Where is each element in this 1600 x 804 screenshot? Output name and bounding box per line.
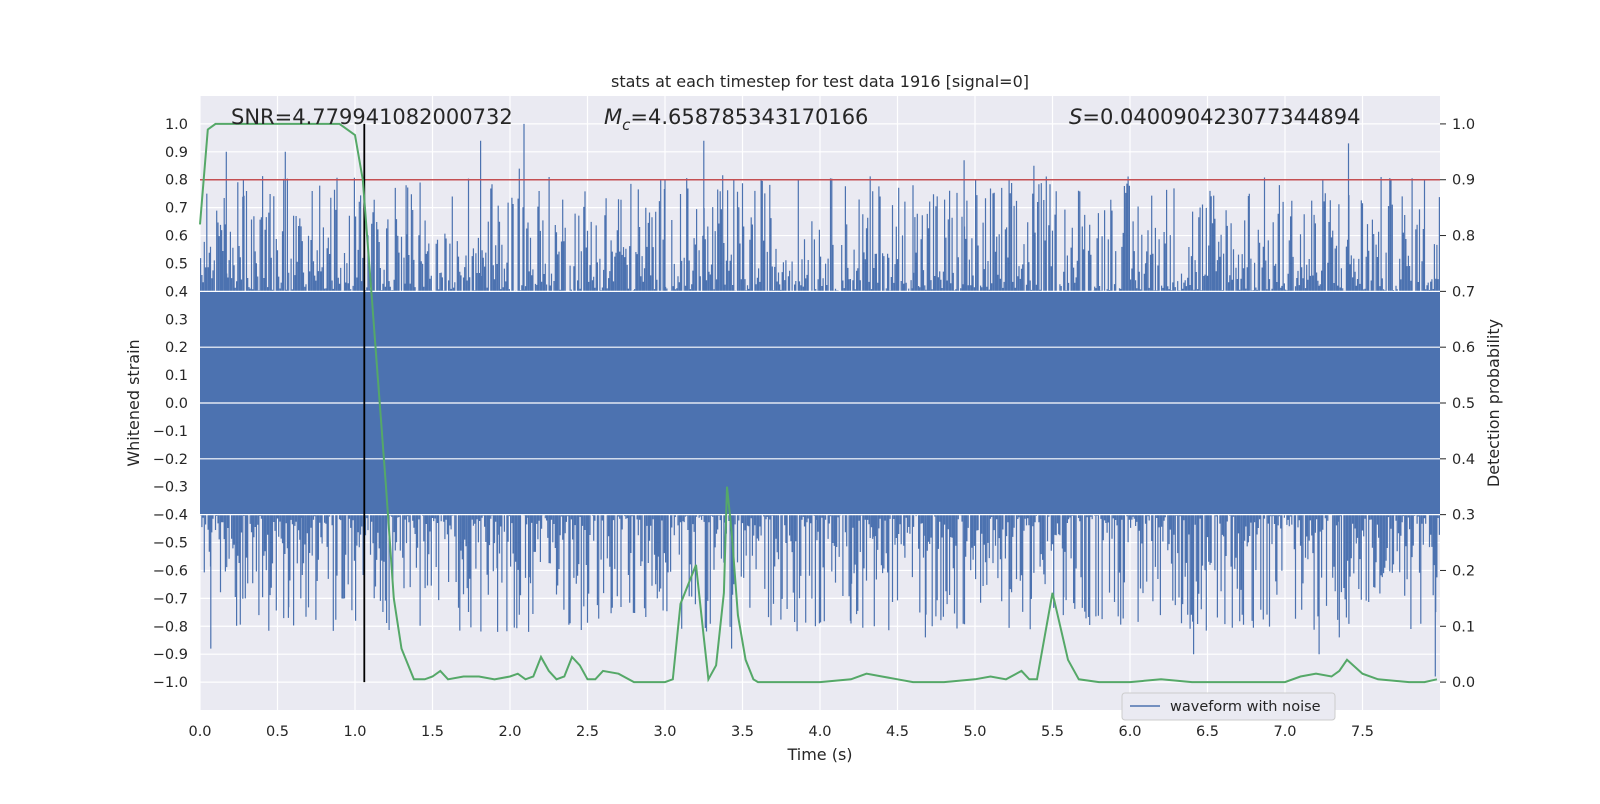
y-left-tick-label: 0.0 <box>165 396 188 412</box>
y-left-tick-label: −0.4 <box>153 508 188 524</box>
x-axis-ticks: 0.0 0.5 1.0 1.5 2.0 2.5 3.0 3.5 4.0 4.5 5.0 5.5 6.0 6… <box>188 724 1374 740</box>
y-right-tick-label: 0.2 <box>1452 563 1475 579</box>
x-tick-label: 5.0 <box>963 724 986 740</box>
mc-subscript: c <box>622 116 631 134</box>
x-tick-label: 0.5 <box>266 724 289 740</box>
legend-label: waveform with noise <box>1170 699 1321 715</box>
y-axis-right-label: Detection probability <box>1484 319 1503 487</box>
y-left-tick-label: −0.5 <box>153 536 188 552</box>
x-axis-label: Time (s) <box>786 745 852 764</box>
mc-symbol: M <box>604 105 622 129</box>
y-left-tick-label: 0.2 <box>165 340 188 356</box>
y-left-tick-label: −0.8 <box>153 619 188 635</box>
y-axis-left-ticks: 1.0 0.9 0.8 0.7 0.6 0.5 0.4 0.3 0.2 0.1 0.0 −0.1 −0.… <box>153 117 188 691</box>
legend: waveform with noise <box>1121 692 1336 721</box>
y-right-tick-label: 0.7 <box>1452 284 1475 300</box>
y-axis-right-ticks: 1.0 0.9 0.8 0.7 0.6 0.5 0.4 0.3 0.2 0.1 0.0 <box>1440 117 1475 691</box>
s-symbol: S <box>1069 105 1082 129</box>
y-right-tick-label: 0.0 <box>1452 675 1475 691</box>
y-left-tick-label: −0.6 <box>153 563 188 579</box>
chart-title: stats at each timestep for test data 191… <box>611 72 1029 91</box>
x-tick-label: 6.5 <box>1196 724 1219 740</box>
y-left-tick-label: 0.7 <box>165 201 188 217</box>
y-right-tick-label: 0.6 <box>1452 340 1475 356</box>
y-left-tick-label: 0.4 <box>165 284 188 300</box>
y-left-tick-label: 0.8 <box>165 173 188 189</box>
x-tick-label: 7.0 <box>1273 724 1296 740</box>
chirp-mass-annotation: Mc=4.658785343170166 <box>604 105 868 134</box>
y-left-tick-label: −0.1 <box>153 424 188 440</box>
y-right-tick-label: 1.0 <box>1452 117 1475 133</box>
x-tick-label: 2.0 <box>498 724 521 740</box>
y-left-tick-label: 1.0 <box>165 117 188 133</box>
legend-box <box>1121 692 1336 721</box>
x-tick-label: 5.5 <box>1041 724 1064 740</box>
detection-probability-series <box>199 122 1438 684</box>
x-tick-label: 6.0 <box>1118 724 1141 740</box>
x-tick-label: 7.5 <box>1351 724 1374 740</box>
y-right-tick-label: 0.9 <box>1452 173 1475 189</box>
mc-value: =4.658785343170166 <box>630 105 868 129</box>
detection-probability-line <box>199 122 1438 684</box>
x-tick-label: 2.5 <box>576 724 599 740</box>
y-right-tick-label: 0.3 <box>1452 508 1475 524</box>
x-tick-label: 0.0 <box>188 724 211 740</box>
s-statistic-annotation: S=0.040090423077344894 <box>1069 105 1360 129</box>
y-right-tick-label: 0.1 <box>1452 619 1475 635</box>
x-tick-label: 4.0 <box>808 724 831 740</box>
y-left-tick-label: −1.0 <box>153 675 188 691</box>
y-left-tick-label: 0.9 <box>165 145 188 161</box>
y-left-tick-label: −0.7 <box>153 591 188 607</box>
snr-annotation: SNR=4.779941082000732 <box>231 105 513 129</box>
y-right-tick-label: 0.5 <box>1452 396 1475 412</box>
y-left-tick-label: 0.5 <box>165 256 188 272</box>
y-right-tick-label: 0.4 <box>1452 452 1475 468</box>
x-tick-label: 3.5 <box>731 724 754 740</box>
x-tick-label: 1.5 <box>421 724 444 740</box>
y-left-tick-label: 0.1 <box>165 368 188 384</box>
s-value: =0.040090423077344894 <box>1082 105 1360 129</box>
waveform-spikes <box>200 123 1440 677</box>
x-tick-label: 1.0 <box>343 724 366 740</box>
y-left-tick-label: −0.2 <box>153 452 188 468</box>
y-axis-left-label: Whitened strain <box>124 339 143 466</box>
y-left-tick-label: −0.3 <box>153 480 188 496</box>
y-left-tick-label: 0.6 <box>165 229 188 245</box>
y-right-tick-label: 0.8 <box>1452 229 1475 245</box>
waveform-series <box>200 123 1440 677</box>
x-tick-label: 3.0 <box>653 724 676 740</box>
y-left-tick-label: −0.9 <box>153 647 188 663</box>
y-left-tick-label: 0.3 <box>165 312 188 328</box>
x-tick-label: 4.5 <box>886 724 909 740</box>
